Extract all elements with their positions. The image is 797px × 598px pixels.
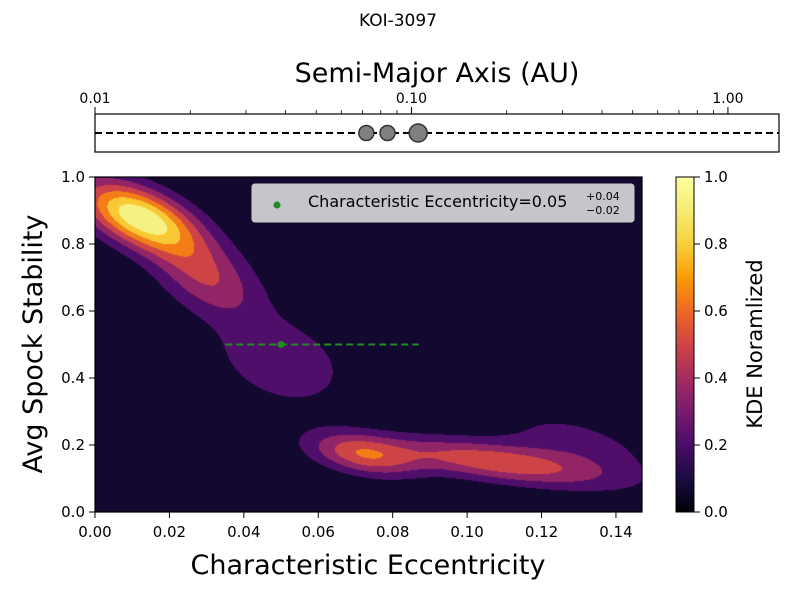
colorbar-tick-label: 1.0 — [704, 168, 728, 186]
y-tick-label: 0.6 — [61, 302, 85, 320]
top-planets — [358, 123, 428, 143]
colorbar-label: KDE Noramlized — [743, 259, 767, 428]
main-ylabel: Avg Spock Stability — [18, 215, 49, 474]
colorbar-tick-label: 0.6 — [704, 302, 728, 320]
colorbar-tick-label: 0.8 — [704, 235, 728, 253]
x-tick-label: 0.00 — [78, 523, 111, 541]
colorbar-ticks: 0.0 0.2 0.4 0.6 0.8 1.0 — [694, 168, 728, 521]
x-tick-label: 0.12 — [525, 523, 558, 541]
y-tick-label: 0.0 — [61, 503, 85, 521]
planet-marker — [358, 124, 375, 142]
top-x-ticks: 0.01 0.10 1.00 — [79, 91, 744, 114]
legend: Characteristic Eccentricity=0.05 +0.04 −… — [251, 183, 635, 223]
main-xlabel: Characteristic Eccentricity — [191, 550, 546, 581]
x-tick-label: 0.02 — [153, 523, 186, 541]
y-tick-label: 1.0 — [61, 168, 85, 186]
x-tick-label: 0.14 — [599, 523, 632, 541]
y-tick-label: 0.8 — [61, 235, 85, 253]
x-tick-label: 0.04 — [227, 523, 260, 541]
y-tick-label: 0.4 — [61, 369, 85, 387]
top-tick-label: 0.01 — [79, 91, 110, 107]
semimajor-axis-panel: Semi-Major Axis (AU) 0.01 0.10 1.00 — [79, 58, 780, 153]
y-tick-label: 0.2 — [61, 436, 85, 454]
eccentricity-point — [225, 341, 419, 348]
kde-panel: 0.00 0.02 0.04 0.06 0.08 0.10 0.12 0.14 0.00.20… — [18, 168, 643, 581]
top-tick-label: 0.10 — [396, 91, 427, 107]
planet-marker — [408, 123, 428, 143]
colorbar-gradient — [675, 176, 695, 513]
x-tick-label: 0.10 — [450, 523, 483, 541]
top-xlabel: Semi-Major Axis (AU) — [295, 58, 580, 89]
x-tick-label: 0.06 — [302, 523, 335, 541]
main-panel-frame — [94, 176, 643, 513]
colorbar-tick-label: 0.0 — [704, 503, 728, 521]
main-y-ticks: 0.0 0.2 0.4 0.6 0.8 1.0 — [61, 168, 95, 521]
main-x-ticks: 0.00 0.02 0.04 0.06 0.08 0.10 0.12 0.14 — [78, 512, 633, 541]
eccentricity-marker — [277, 341, 285, 348]
colorbar-tick-label: 0.2 — [704, 436, 728, 454]
colorbar: 0.0 0.2 0.4 0.6 0.8 1.0 KDE Noramlized — [675, 168, 767, 521]
figure-title: KOI-3097 — [359, 11, 437, 31]
legend-err-minus: −0.02 — [586, 204, 620, 217]
colorbar-tick-label: 0.4 — [704, 369, 728, 387]
legend-box — [251, 183, 635, 223]
legend-marker — [273, 201, 281, 209]
legend-err-plus: +0.04 — [586, 190, 620, 203]
legend-label: Characteristic Eccentricity=0.05 — [308, 192, 567, 211]
top-tick-label: 1.00 — [712, 91, 743, 107]
x-tick-label: 0.08 — [376, 523, 409, 541]
planet-marker — [379, 124, 396, 142]
top-panel-frame — [94, 113, 780, 153]
